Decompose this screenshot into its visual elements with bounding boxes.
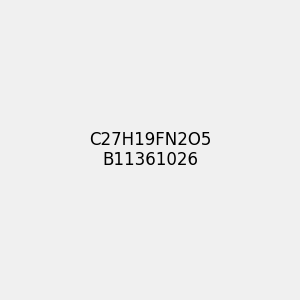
- Text: C27H19FN2O5
B11361026: C27H19FN2O5 B11361026: [89, 130, 211, 170]
